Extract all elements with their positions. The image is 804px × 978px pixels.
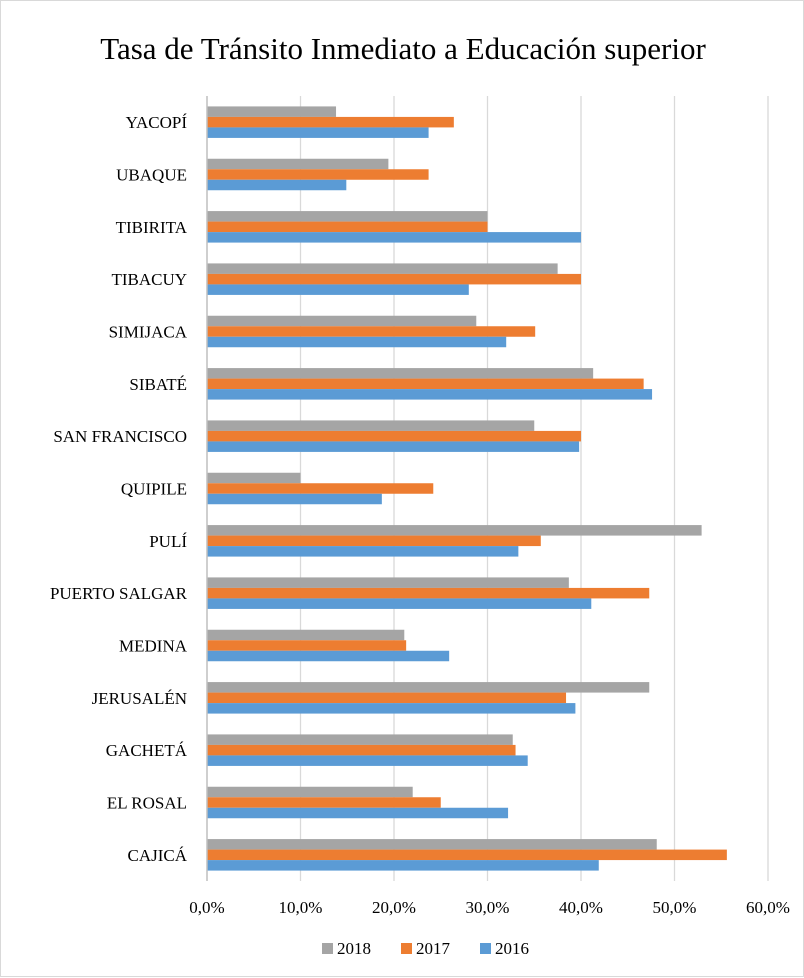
bar-2017	[207, 849, 727, 861]
legend-label-2017: 2017	[416, 939, 451, 958]
bar-2018	[207, 629, 405, 641]
category-label: EL ROSAL	[107, 794, 187, 813]
bar-2016	[207, 441, 580, 452]
bar-2018	[207, 158, 389, 170]
bar-2018	[207, 420, 535, 431]
bar-2018	[207, 472, 301, 484]
bar-2017	[207, 169, 429, 180]
legend-swatch-2017	[401, 943, 412, 954]
bar-2016	[207, 389, 653, 400]
bar-2016	[207, 284, 469, 295]
legend: 2018 2017 2016	[322, 939, 529, 958]
bar-2016	[207, 755, 528, 766]
category-label: YACOPÍ	[126, 113, 188, 132]
bar-2016	[207, 650, 450, 662]
bar-2018	[207, 682, 650, 693]
bars	[207, 106, 727, 871]
bar-2017	[207, 221, 488, 233]
bar-2016	[207, 546, 519, 557]
bar-2018	[207, 577, 569, 588]
bar-2017	[207, 640, 407, 651]
bar-2016	[207, 127, 429, 138]
bar-2016	[207, 598, 592, 609]
category-label: JERUSALÉN	[92, 689, 187, 708]
bar-2016	[207, 336, 507, 348]
category-label: UBAQUE	[116, 166, 187, 185]
bar-2018	[207, 786, 413, 798]
bar-2017	[207, 430, 581, 442]
bar-2017	[207, 797, 441, 808]
legend-label-2016: 2016	[495, 939, 529, 958]
chart-title: Tasa de Tránsito Inmediato a Educación s…	[100, 31, 706, 66]
category-label: QUIPILE	[121, 480, 187, 499]
category-label: PUERTO SALGAR	[50, 584, 188, 603]
bar-2017	[207, 692, 567, 704]
category-label: PULÍ	[149, 532, 187, 551]
bar-2017	[207, 326, 536, 337]
category-labels: CAJICÁ EL ROSAL GACHETÁ JERUSALÉN MEDINA PUER…	[50, 113, 188, 865]
category-label: GACHETÁ	[106, 741, 188, 760]
bar-2016	[207, 179, 347, 191]
bar-2017	[207, 587, 650, 599]
category-label: CAJICÁ	[127, 846, 187, 865]
bar-2018	[207, 734, 513, 745]
category-label: SIBATÉ	[129, 375, 187, 394]
x-tick-label: 10,0%	[279, 898, 323, 917]
bar-2018	[207, 263, 558, 274]
legend-label-2018: 2018	[337, 939, 371, 958]
bar-2018	[207, 106, 337, 117]
bar-2018	[207, 525, 702, 536]
bar-2018	[207, 839, 657, 850]
x-tick-label: 40,0%	[559, 898, 603, 917]
bar-2018	[207, 315, 477, 327]
bar-2018	[207, 368, 594, 379]
x-tick-label: 30,0%	[466, 898, 510, 917]
category-label: SAN FRANCISCO	[53, 427, 187, 446]
category-label: MEDINA	[119, 637, 188, 656]
bar-2016	[207, 493, 382, 505]
category-label: SIMIJACA	[109, 323, 188, 342]
bar-2017	[207, 535, 541, 547]
x-tick-label: 20,0%	[372, 898, 416, 917]
bar-2016	[207, 860, 599, 871]
legend-swatch-2016	[480, 943, 491, 954]
x-tick-label: 0,0%	[189, 898, 224, 917]
bar-2017	[207, 273, 581, 285]
x-tick-label: 60,0%	[746, 898, 790, 917]
legend-swatch-2018	[322, 943, 333, 954]
bar-2016	[207, 232, 581, 243]
bar-2017	[207, 744, 516, 756]
bar-2018	[207, 211, 488, 222]
category-label: TIBACUY	[111, 270, 187, 289]
bar-2016	[207, 703, 576, 714]
x-tick-labels: 0,0% 10,0% 20,0% 30,0% 40,0% 50,0% 60,0%	[189, 898, 790, 917]
category-label: TIBIRITA	[116, 218, 188, 237]
bar-2017	[207, 483, 434, 494]
bar-2017	[207, 116, 454, 128]
bar-2016	[207, 807, 509, 819]
bar-2017	[207, 378, 644, 390]
x-tick-label: 50,0%	[653, 898, 697, 917]
